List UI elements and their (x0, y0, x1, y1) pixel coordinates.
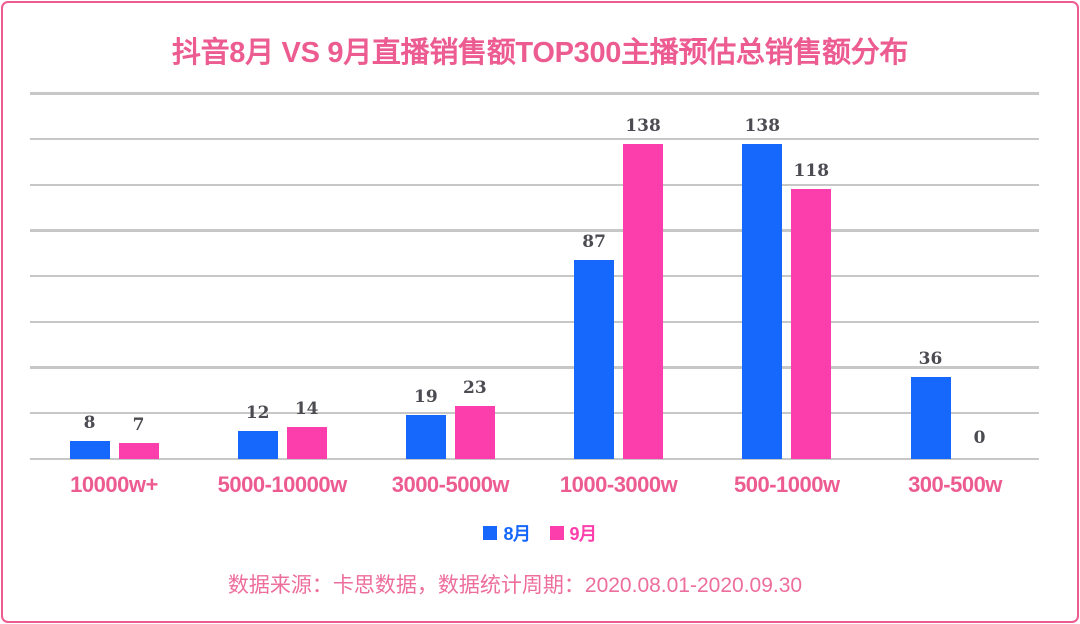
value-label: 118 (793, 161, 830, 182)
bar-8月-10000w+ (69, 440, 110, 459)
x-axis-label: 3000-5000w (391, 472, 510, 497)
bar-9月-3000-5000w (454, 406, 495, 459)
value-label: 138 (625, 115, 661, 136)
gridline (30, 92, 1039, 95)
legend: 8月 9月 (0, 520, 1080, 546)
x-axis-label: 5000-10000w (217, 472, 348, 497)
x-axis-label: 10000w+ (70, 472, 158, 497)
x-axis-label: 500-1000w (734, 472, 840, 497)
legend-swatch (483, 526, 498, 540)
bar-9月-5000-10000w (286, 426, 327, 459)
gridline (30, 183, 1039, 187)
legend-item-9月: 9月 (549, 520, 598, 546)
gridline (30, 320, 1039, 323)
value-label: 138 (744, 115, 781, 136)
bar-9月-10000w+ (118, 442, 159, 459)
value-label: 12 (245, 403, 270, 424)
value-label: 7 (132, 414, 145, 435)
gridline (30, 137, 1039, 141)
value-label: 87 (582, 232, 606, 253)
gridline (30, 366, 1039, 369)
legend-swatch (549, 526, 564, 540)
legend-label: 9月 (569, 524, 598, 544)
gridline (30, 457, 1039, 460)
bar-8月-5000-10000w (237, 431, 278, 459)
gridline (30, 411, 1039, 415)
value-label: 19 (414, 387, 438, 408)
legend-label: 8月 (503, 524, 531, 544)
bar-8月-300-500w (910, 376, 951, 459)
value-label: 23 (463, 378, 487, 399)
bar-8月-1000-3000w (574, 260, 615, 459)
x-axis-label: 300-500w (908, 472, 1002, 497)
value-label: 8 (83, 412, 96, 433)
data-source-note: 数据来源：卡思数据，数据统计周期：2020.08.01-2020.09.30 (227, 574, 803, 597)
bar-8月-500-1000w (742, 143, 783, 459)
bar-8月-3000-5000w (405, 415, 446, 459)
bar-9月-500-1000w (791, 189, 832, 459)
chart-title: 抖音8月 VS 9月直播销售额TOP300主播预估总销售额分布 (171, 37, 909, 69)
gridline (30, 274, 1039, 278)
value-label: 14 (294, 398, 319, 419)
gridline (30, 229, 1039, 232)
x-axis-label: 1000-3000w (559, 472, 678, 497)
bar-9月-1000-3000w (623, 143, 664, 459)
value-label: 0 (973, 428, 986, 448)
legend-item-8月: 8月 (483, 520, 531, 546)
value-label: 36 (918, 348, 943, 369)
